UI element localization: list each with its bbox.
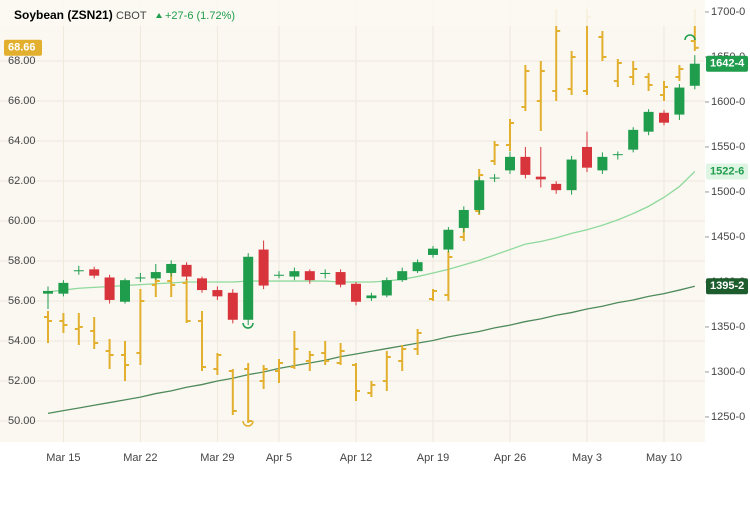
x-tick-label: Apr 26 — [494, 452, 526, 464]
candle-body — [89, 269, 100, 276]
candle-body — [381, 280, 392, 296]
candle-body — [520, 156, 531, 175]
y2-tick-label: 1450-0 — [711, 231, 745, 243]
y-tick-label: 68.00 — [8, 55, 36, 67]
price-badge-label: 1522-6 — [710, 165, 744, 177]
candle-body — [227, 292, 238, 320]
candle-body — [428, 248, 438, 255]
price-badge — [706, 55, 748, 72]
candle-body — [674, 87, 685, 115]
candle-body — [628, 129, 639, 150]
y2-tick-label: 1350-0 — [711, 321, 745, 333]
price-badge-label: 68.66 — [8, 42, 36, 54]
candle-body — [304, 271, 315, 281]
candle-body — [258, 249, 269, 286]
y-tick-label: 62.00 — [8, 175, 36, 187]
x-tick-label: Apr 12 — [340, 452, 372, 464]
candle-body — [366, 295, 377, 299]
candle-body — [582, 146, 592, 168]
swing-marker — [242, 322, 254, 329]
candle-body — [535, 176, 546, 180]
candle-body — [412, 262, 423, 272]
candle-body — [197, 278, 207, 291]
price-badge-label: 1395-2 — [710, 280, 744, 292]
candle-body — [597, 156, 608, 171]
candle-body — [135, 277, 146, 279]
price-badge — [4, 39, 42, 56]
y-tick-label: 66.00 — [8, 95, 36, 107]
candle-body — [320, 272, 331, 274]
candle-body — [274, 274, 284, 276]
candle-body — [397, 271, 408, 281]
y-tick-label: 52.00 — [8, 375, 36, 387]
candle-body — [289, 271, 300, 277]
candle-body — [212, 290, 223, 297]
candle-body — [181, 264, 192, 277]
change: +27-6 (1.72%) — [165, 10, 235, 22]
x-tick-label: Mar 29 — [200, 452, 234, 464]
moving-average — [47, 285, 695, 415]
candle-body — [150, 272, 161, 279]
price-badge — [706, 278, 748, 295]
y2-tick-label: 1250-0 — [711, 411, 745, 423]
x-tick-label: May 3 — [572, 452, 602, 464]
candle-body — [104, 277, 115, 300]
candle-body — [643, 111, 654, 132]
candle-body — [474, 180, 485, 210]
candle-body — [335, 272, 346, 285]
candle-body — [43, 290, 53, 294]
x-tick-label: Apr 19 — [417, 452, 449, 464]
candle-body — [551, 183, 562, 191]
y2-tick-label: 1600-0 — [711, 96, 745, 108]
x-tick-label: Mar 15 — [46, 452, 80, 464]
candle-body — [689, 63, 700, 86]
candle-body — [612, 154, 623, 156]
candle-body — [166, 263, 177, 273]
y2-tick-label: 1550-0 — [711, 141, 745, 153]
y2-tick-label: 1300-0 — [711, 366, 745, 378]
y-tick-label: 54.00 — [8, 335, 36, 347]
y-tick-label: 64.00 — [8, 135, 36, 147]
price-badge — [706, 163, 748, 180]
y-tick-label: 56.00 — [8, 295, 36, 307]
x-tick-label: Mar 22 — [123, 452, 157, 464]
price-badge-label: 1642-4 — [710, 58, 745, 70]
candle-body — [489, 177, 500, 179]
up-arrow — [156, 13, 162, 18]
candle-body — [566, 159, 577, 191]
y-tick-label: 50.00 — [8, 415, 36, 427]
swing-marker — [684, 34, 696, 41]
y2-tick-label: 1700-0 — [711, 6, 745, 18]
candle-body — [659, 112, 669, 123]
x-tick-label: May 10 — [646, 452, 682, 464]
candle-body — [58, 282, 69, 294]
candle-body — [73, 270, 84, 272]
exchange: CBOT — [116, 10, 147, 22]
candle-body — [120, 280, 130, 302]
candle-body — [351, 283, 361, 302]
header-band — [0, 0, 705, 26]
candle-body — [243, 256, 254, 320]
y-tick-label: 58.00 — [8, 255, 36, 267]
y-tick-label: 60.00 — [8, 215, 36, 227]
x-axis-band — [0, 442, 705, 472]
instrument-title: Soybean (ZSN21) — [14, 8, 113, 22]
candle-body — [443, 229, 454, 250]
x-tick-label: Apr 5 — [266, 452, 292, 464]
candle-body — [458, 209, 469, 228]
y2-tick-label: 1500-0 — [711, 186, 745, 198]
swing-marker — [242, 420, 254, 427]
candle-body — [505, 156, 515, 171]
